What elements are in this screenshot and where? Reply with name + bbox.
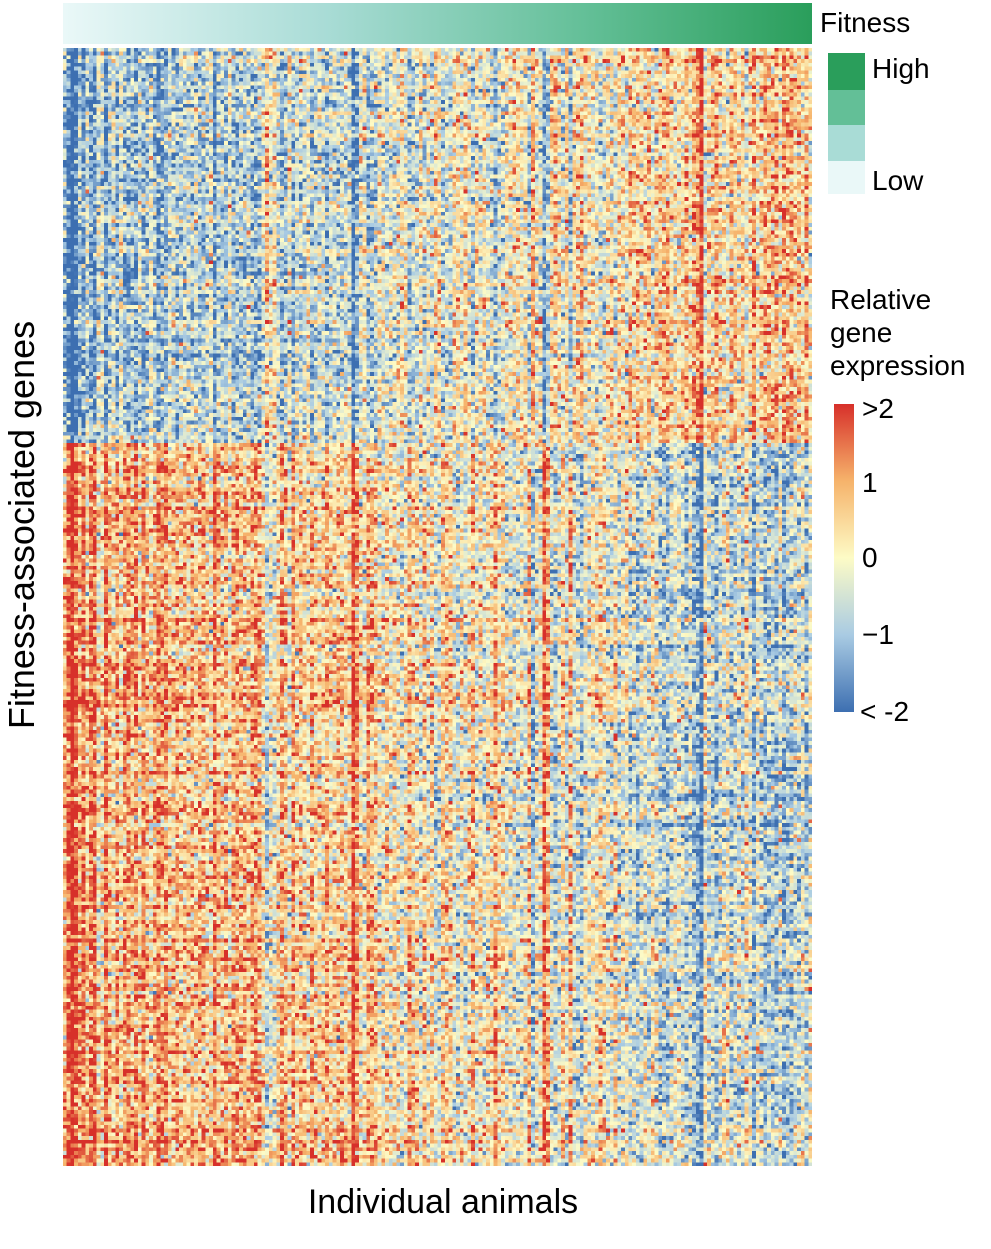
- fitness-legend-swatch-1: [828, 53, 865, 90]
- expression-tick-label-min: < -2: [860, 696, 909, 727]
- fitness-legend-swatch-2: [828, 90, 865, 125]
- fitness-annotation-label: Fitness: [820, 7, 910, 38]
- expression-legend-title-line-1: Relative: [830, 284, 931, 315]
- fitness-legend-swatch-3: [828, 125, 865, 161]
- expression-tick-label-1: 1: [862, 467, 878, 498]
- expression-legend-title-line-3: expression: [830, 350, 965, 381]
- expression-legend-title-line-2: gene: [830, 317, 892, 348]
- x-axis-label: Individual animals: [308, 1183, 578, 1221]
- heatmap-grid: [63, 48, 812, 1166]
- y-axis-label: Fitness-associated genes: [1, 321, 42, 729]
- fitness-legend-high-label: High: [872, 53, 930, 84]
- fitness-legend-low-label: Low: [872, 165, 924, 196]
- expression-tick-label-minus-1: −1: [862, 619, 894, 650]
- fitness-annotation-bar: [63, 3, 812, 44]
- fitness-legend-swatch-4: [828, 161, 865, 194]
- fitness-legend: High Low: [828, 53, 930, 196]
- heatmap-cells: [63, 48, 812, 1166]
- expression-tick-label-0: 0: [862, 542, 878, 573]
- expression-legend: Relative gene expression >2 1 0 −1 < -2: [830, 284, 965, 727]
- expression-colorbar: [834, 404, 854, 712]
- expression-tick-label-max: >2: [862, 393, 894, 424]
